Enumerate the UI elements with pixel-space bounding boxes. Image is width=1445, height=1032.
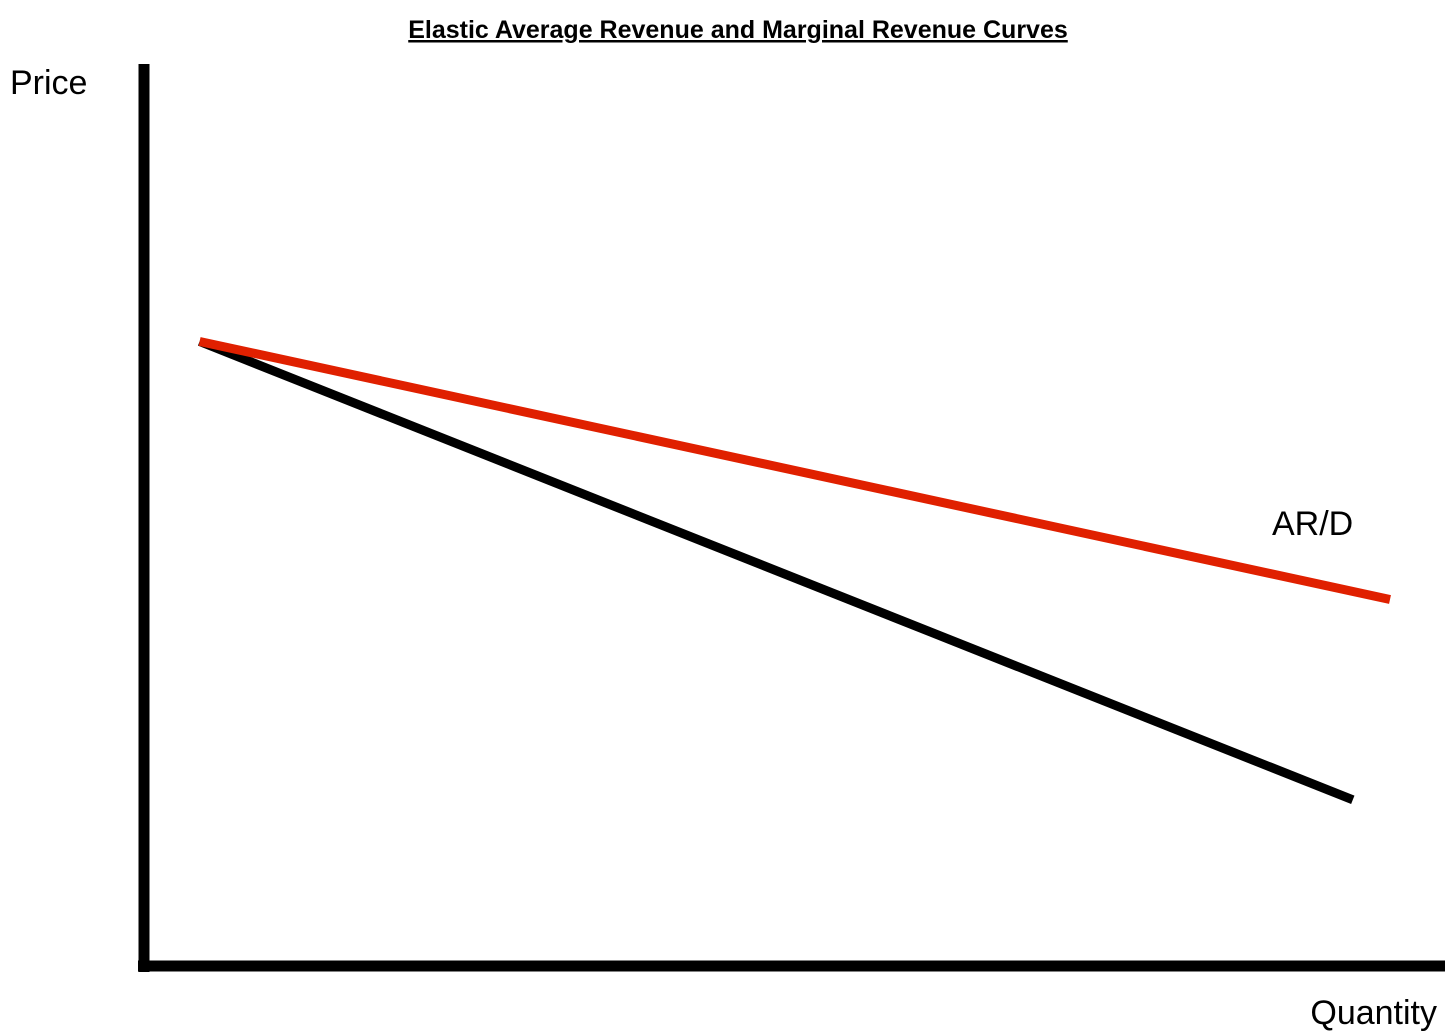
ar-d-label: AR/D xyxy=(1272,505,1353,543)
ar-d-line xyxy=(198,337,1391,604)
chart-title: Elastic Average Revenue and Marginal Rev… xyxy=(408,16,1068,44)
series-layer xyxy=(197,337,1391,804)
mr-line xyxy=(197,337,1355,804)
y-axis-label: Price xyxy=(10,64,87,102)
x-axis-label: Quantity xyxy=(1310,994,1437,1032)
